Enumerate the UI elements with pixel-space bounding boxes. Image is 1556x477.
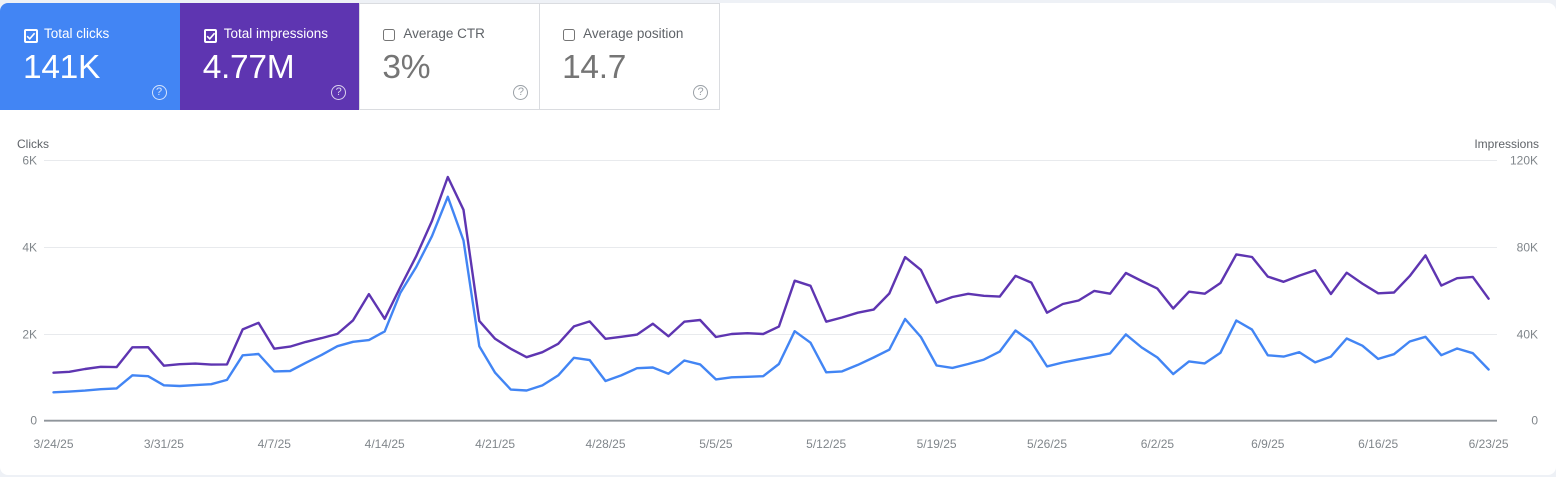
svg-text:Clicks: Clicks [17,137,49,151]
svg-text:40K: 40K [1517,328,1538,342]
svg-text:6/23/25: 6/23/25 [1469,437,1509,451]
svg-text:5/19/25: 5/19/25 [917,437,957,451]
svg-text:80K: 80K [1517,241,1538,255]
svg-text:0: 0 [30,414,37,428]
svg-text:5/12/25: 5/12/25 [806,437,846,451]
svg-text:6/16/25: 6/16/25 [1358,437,1398,451]
svg-text:4/7/25: 4/7/25 [258,437,292,451]
svg-text:Impressions: Impressions [1474,137,1539,151]
svg-text:6/9/25: 6/9/25 [1251,437,1285,451]
svg-text:5/5/25: 5/5/25 [699,437,733,451]
svg-text:3/24/25: 3/24/25 [33,437,73,451]
svg-text:4/28/25: 4/28/25 [585,437,625,451]
svg-text:3/31/25: 3/31/25 [144,437,184,451]
svg-text:5/26/25: 5/26/25 [1027,437,1067,451]
svg-text:6/2/25: 6/2/25 [1141,437,1175,451]
svg-text:0: 0 [1531,414,1538,428]
svg-text:4/14/25: 4/14/25 [365,437,405,451]
svg-text:2K: 2K [22,328,37,342]
svg-text:6K: 6K [22,154,37,168]
svg-text:4K: 4K [22,241,37,255]
svg-text:4/21/25: 4/21/25 [475,437,515,451]
svg-text:120K: 120K [1510,154,1538,168]
